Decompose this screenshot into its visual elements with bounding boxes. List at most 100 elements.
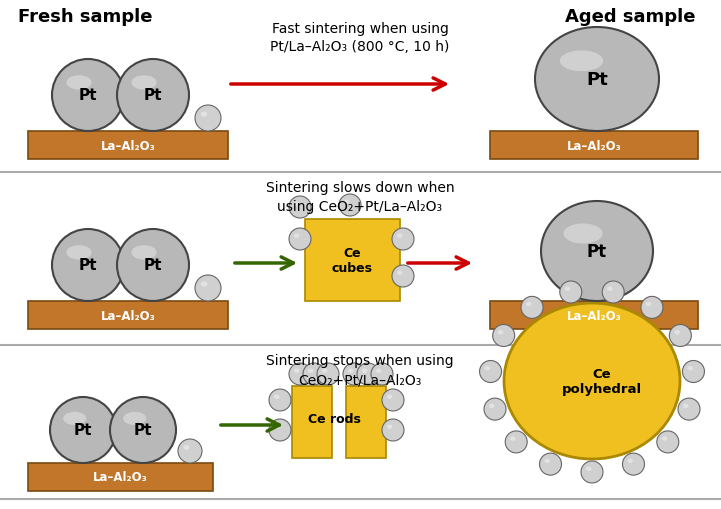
Ellipse shape [294,369,299,373]
Ellipse shape [110,397,176,463]
Text: La–Al₂O₃: La–Al₂O₃ [567,139,622,152]
Ellipse shape [387,425,392,429]
Ellipse shape [683,361,704,383]
Ellipse shape [510,437,516,441]
Ellipse shape [397,271,402,275]
Ellipse shape [339,194,361,216]
Ellipse shape [387,394,392,399]
Text: La–Al₂O₃: La–Al₂O₃ [567,309,622,322]
Ellipse shape [541,202,653,301]
FancyBboxPatch shape [28,301,228,329]
Ellipse shape [484,399,506,420]
Ellipse shape [521,297,543,319]
Ellipse shape [348,369,353,373]
Ellipse shape [674,330,680,335]
Text: Sintering slows down when: Sintering slows down when [265,181,454,194]
FancyBboxPatch shape [346,386,386,458]
Ellipse shape [322,369,327,373]
Ellipse shape [63,412,87,425]
Ellipse shape [66,76,92,91]
Ellipse shape [66,246,92,260]
Ellipse shape [669,325,691,347]
Ellipse shape [50,397,116,463]
Ellipse shape [289,363,311,385]
Ellipse shape [289,229,311,250]
Ellipse shape [303,363,325,385]
Text: Pt: Pt [143,89,162,103]
FancyBboxPatch shape [305,219,400,301]
Ellipse shape [371,363,393,385]
Ellipse shape [586,467,591,471]
Ellipse shape [117,60,189,132]
Ellipse shape [294,202,299,207]
Text: Pt: Pt [74,422,92,438]
Text: Aged sample: Aged sample [565,8,695,26]
Text: Pt: Pt [79,258,97,273]
Ellipse shape [274,425,280,429]
Ellipse shape [607,287,613,291]
Text: Pt: Pt [79,89,97,103]
Ellipse shape [602,281,624,303]
Ellipse shape [497,330,503,335]
Text: Sintering stops when using: Sintering stops when using [266,353,454,367]
Ellipse shape [274,394,280,399]
Ellipse shape [392,229,414,250]
Ellipse shape [479,361,502,383]
Text: Ce
cubes: Ce cubes [332,246,373,274]
Text: Ce
polyhedral: Ce polyhedral [562,367,642,395]
Ellipse shape [392,266,414,288]
Ellipse shape [397,234,402,238]
Ellipse shape [308,369,314,373]
Ellipse shape [52,230,124,301]
Ellipse shape [485,366,490,371]
Ellipse shape [289,196,311,218]
Ellipse shape [117,230,189,301]
Ellipse shape [294,234,299,238]
Ellipse shape [678,399,700,420]
Ellipse shape [269,419,291,441]
Ellipse shape [376,369,381,373]
Ellipse shape [559,51,603,72]
FancyBboxPatch shape [28,463,213,491]
Ellipse shape [544,459,550,463]
Text: Pt: Pt [134,422,152,438]
Ellipse shape [565,287,570,291]
Ellipse shape [526,302,531,307]
Ellipse shape [382,389,404,411]
Ellipse shape [52,60,124,132]
Text: Pt: Pt [586,71,608,89]
Ellipse shape [504,303,680,459]
Ellipse shape [195,106,221,132]
Text: Pt: Pt [143,258,162,273]
Ellipse shape [687,366,693,371]
Ellipse shape [131,246,156,260]
Ellipse shape [357,363,379,385]
Ellipse shape [657,431,678,453]
Ellipse shape [201,282,208,287]
Text: Fast sintering when using: Fast sintering when using [272,22,448,36]
Ellipse shape [622,453,645,475]
Ellipse shape [581,461,603,483]
Ellipse shape [646,302,651,307]
Text: Ce rods: Ce rods [308,412,360,425]
Ellipse shape [683,404,689,408]
Ellipse shape [195,275,221,301]
Ellipse shape [269,389,291,411]
Ellipse shape [317,363,339,385]
Ellipse shape [492,325,515,347]
FancyBboxPatch shape [28,132,228,160]
Text: Fresh sample: Fresh sample [18,8,152,26]
Text: La–Al₂O₃: La–Al₂O₃ [101,309,155,322]
Ellipse shape [641,297,663,319]
Text: using CeO₂+Pt/La–Al₂O₃: using CeO₂+Pt/La–Al₂O₃ [278,200,443,214]
Text: La–Al₂O₃: La–Al₂O₃ [101,139,155,152]
Ellipse shape [489,404,495,408]
Ellipse shape [563,224,603,244]
FancyBboxPatch shape [292,386,332,458]
Ellipse shape [627,459,633,463]
Text: Pt/La–Al₂O₃ (800 °C, 10 h): Pt/La–Al₂O₃ (800 °C, 10 h) [270,40,450,54]
FancyBboxPatch shape [490,301,698,329]
Ellipse shape [362,369,368,373]
Ellipse shape [382,419,404,441]
Ellipse shape [344,200,350,205]
